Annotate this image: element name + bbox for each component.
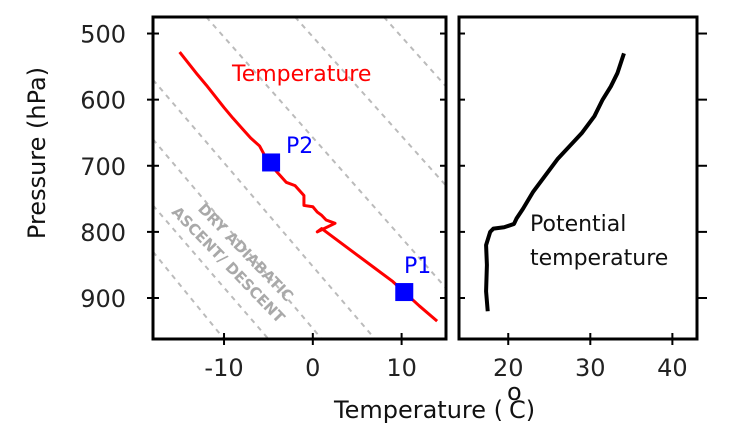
dry-adiabat-line-1 [153,79,376,339]
dry-adiabat-line-6 [294,17,446,187]
x-tick-label-10: 10 [386,354,417,382]
potential-temperature-series [484,52,626,312]
left-x-axis-ticks: -10 0 10 [204,333,417,382]
x-axis-title-degree: o [507,378,522,406]
p1-marker [395,283,414,302]
y-tick-label-500: 500 [80,21,126,49]
dry-adiabat-line-5 [205,17,446,289]
x-axis-title-main: Temperature ( [333,396,503,424]
right-x-tick-label-40: 40 [657,354,688,382]
left-plot-frame [151,15,448,341]
potential-temperature-line [484,52,626,312]
marker-points [262,153,414,302]
x-tick-label--10: -10 [204,354,243,382]
temperature-line [178,51,439,323]
p2-marker [262,153,281,172]
right-x-tick-label-20: 20 [493,354,524,382]
right-plot-frame [457,15,699,341]
x-axis-title-unit: C) [509,396,535,424]
dry-adiabatic-annotation: DRY ADIABATIC ASCENT/ DESCENT [168,200,297,327]
dry-adiabat-line-4 [153,251,225,339]
dry-adiabat-lines [153,17,446,339]
p2-label: P2 [286,134,313,159]
potential-label-line2: temperature [530,246,668,271]
y-tick-label-600: 600 [80,87,126,115]
right-x-tick-label-30: 30 [575,354,606,382]
dry-adiabat-line-7 [383,17,446,88]
right-x-axis-ticks: 20 30 40 [493,333,688,382]
y-tick-label-900: 900 [80,285,126,313]
dry-adiabat-line-2 [153,138,323,339]
right-panel: 20 30 40 Potential temperature [457,15,707,382]
y-axis-ticks: 500 600 700 800 900 [80,21,446,313]
y-axis-title: Pressure (hPa) [23,67,51,239]
left-panel: 500 600 700 800 900 -10 0 10 Temperature P2 P1… [80,15,448,382]
right-y-axis-ticks [459,32,707,300]
potential-label-line1: Potential [530,212,626,237]
x-tick-label-0: 0 [305,354,320,382]
p1-label: P1 [404,254,431,279]
y-tick-label-700: 700 [80,153,126,181]
temperature-series-label: Temperature [231,62,371,87]
y-tick-label-800: 800 [80,219,126,247]
temperature-series [178,51,439,323]
x-axis-title: Temperature ( o C) [333,378,535,424]
